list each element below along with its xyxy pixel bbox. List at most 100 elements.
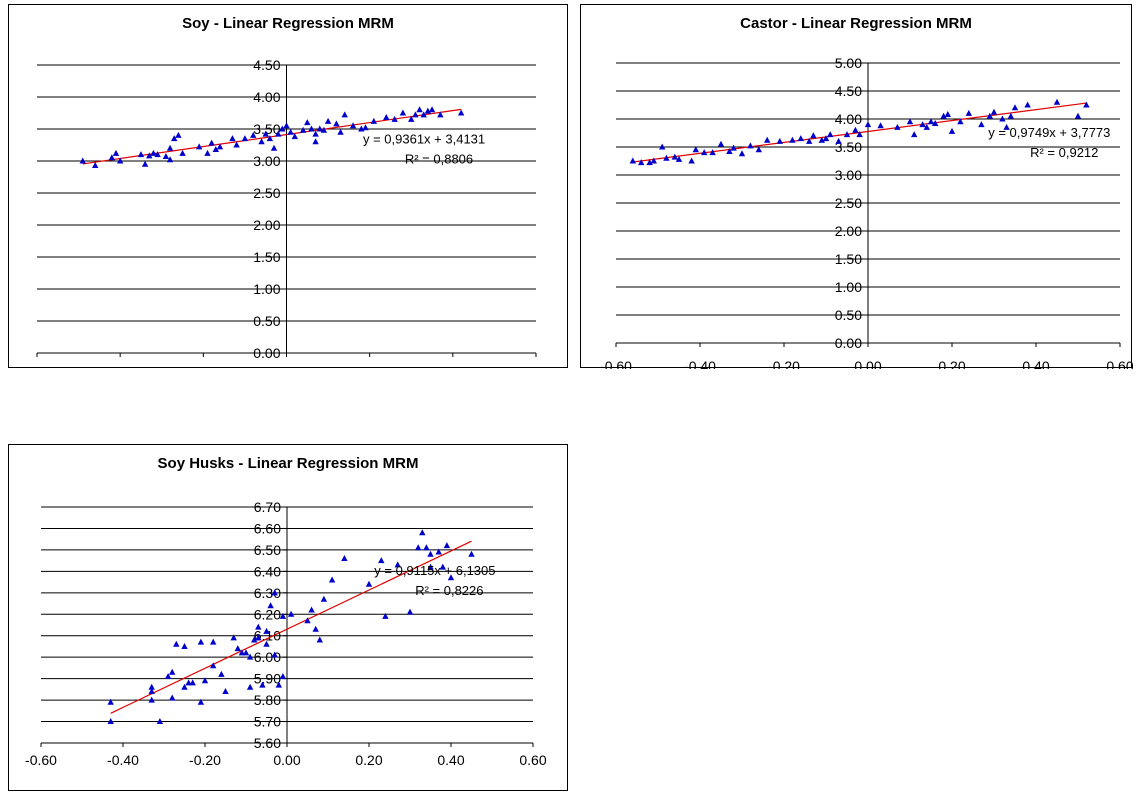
data-point <box>312 138 319 145</box>
data-point <box>312 130 319 137</box>
data-point <box>271 651 278 658</box>
data-point <box>420 111 427 118</box>
data-point <box>1003 123 1010 130</box>
data-point <box>439 563 446 570</box>
data-point <box>894 123 901 130</box>
y-tick-label: 5.90 <box>254 671 281 687</box>
data-point <box>229 135 236 142</box>
data-point <box>877 122 884 129</box>
data-point <box>394 561 401 568</box>
data-point <box>263 627 270 634</box>
data-point <box>391 115 398 122</box>
data-point <box>1074 112 1082 119</box>
data-point <box>189 679 196 686</box>
data-point <box>208 139 215 146</box>
data-point <box>291 133 299 140</box>
data-point <box>806 137 813 144</box>
y-tick-label: 3.50 <box>253 121 280 137</box>
data-point <box>709 149 716 156</box>
x-tick-label: 0.20 <box>938 358 965 369</box>
data-point <box>266 135 274 142</box>
data-point <box>166 156 174 163</box>
chart-panel-soy-husks: Soy Husks - Linear Regression MRM 5.60 5.… <box>8 444 568 791</box>
trendline-equation: y = 0,9361x + 3,4131 <box>363 131 485 146</box>
data-point <box>776 137 783 144</box>
data-point <box>940 112 947 119</box>
data-point <box>169 694 176 701</box>
x-tick-label: 0.20 <box>355 752 382 768</box>
data-point <box>986 112 993 119</box>
y-tick-label: 4.00 <box>835 111 862 127</box>
data-point <box>246 683 254 690</box>
data-point <box>262 130 269 137</box>
data-point <box>408 115 415 122</box>
data-point <box>365 580 373 587</box>
chart-panel-soy: Soy - Linear Regression MRM 0.00 0.50 1.00… <box>8 4 568 369</box>
data-point <box>341 111 348 118</box>
data-point <box>171 135 178 142</box>
data-point <box>835 137 842 144</box>
y-tick-label: 1.00 <box>253 281 280 297</box>
data-point <box>406 608 414 615</box>
data-point <box>148 683 155 690</box>
chart-plot-castor: 0.00 0.50 1.00 1.50 2.00 2.50 3.00 3.50 4.00 4.50… <box>600 55 1133 369</box>
y-tick-label: 6.70 <box>254 499 281 515</box>
data-point <box>852 126 859 133</box>
data-point <box>1011 104 1019 111</box>
y-tick-label: 6.40 <box>254 563 281 579</box>
data-point <box>279 125 286 132</box>
data-point <box>382 612 389 619</box>
data-point <box>287 128 294 135</box>
data-point <box>287 610 295 617</box>
chart-panel-castor: Castor - Linear Regression MRM 0.00 0.50 1… <box>580 4 1133 369</box>
y-tick-label: 4.50 <box>253 57 280 73</box>
data-point <box>755 146 762 153</box>
y-tick-label: 1.50 <box>253 249 280 265</box>
data-point <box>270 144 278 151</box>
y-tick-label: 6.30 <box>254 585 281 601</box>
y-tick-label: 4.00 <box>253 89 280 105</box>
data-point <box>671 153 678 160</box>
data-point <box>646 159 653 166</box>
y-tick-label: 1.50 <box>835 251 862 267</box>
data-point <box>179 149 186 156</box>
data-point <box>263 640 270 647</box>
data-point <box>906 118 914 125</box>
data-point <box>738 150 746 157</box>
data-point <box>428 106 436 113</box>
data-point <box>629 157 636 164</box>
x-tick-label: 0.60 <box>522 368 549 369</box>
data-point <box>1024 101 1031 108</box>
data-point <box>251 636 258 643</box>
chart-plot-soy-husks: 5.605.705.805.906.006.106.206.306.406.50… <box>25 499 547 768</box>
y-tick-label: 4.50 <box>835 83 862 99</box>
y-tick-label: 3.50 <box>835 139 862 155</box>
data-point <box>341 554 348 561</box>
data-point <box>308 125 315 132</box>
data-point <box>1083 101 1090 108</box>
data-point <box>927 118 935 125</box>
y-tick-label: 2.50 <box>253 185 280 201</box>
trendline <box>82 108 462 165</box>
data-point <box>415 544 422 551</box>
x-tick-label: 0.60 <box>519 752 546 768</box>
data-point <box>148 688 155 695</box>
chart-title: Castor - Linear Regression MRM <box>740 15 972 32</box>
data-point <box>324 117 332 124</box>
data-point <box>255 634 262 641</box>
data-point <box>435 548 442 555</box>
data-point <box>818 136 825 143</box>
data-point <box>279 672 287 679</box>
data-point <box>107 698 114 705</box>
data-point <box>638 159 645 166</box>
data-point <box>427 550 434 557</box>
data-point <box>173 640 180 647</box>
data-point <box>688 157 695 164</box>
trendline-r2: R² = 0,8226 <box>415 583 483 598</box>
data-point <box>267 602 274 609</box>
y-tick-label: 6.50 <box>254 542 281 558</box>
data-point <box>258 138 265 145</box>
data-point <box>843 131 851 138</box>
data-point <box>308 606 315 613</box>
data-point <box>328 576 336 583</box>
